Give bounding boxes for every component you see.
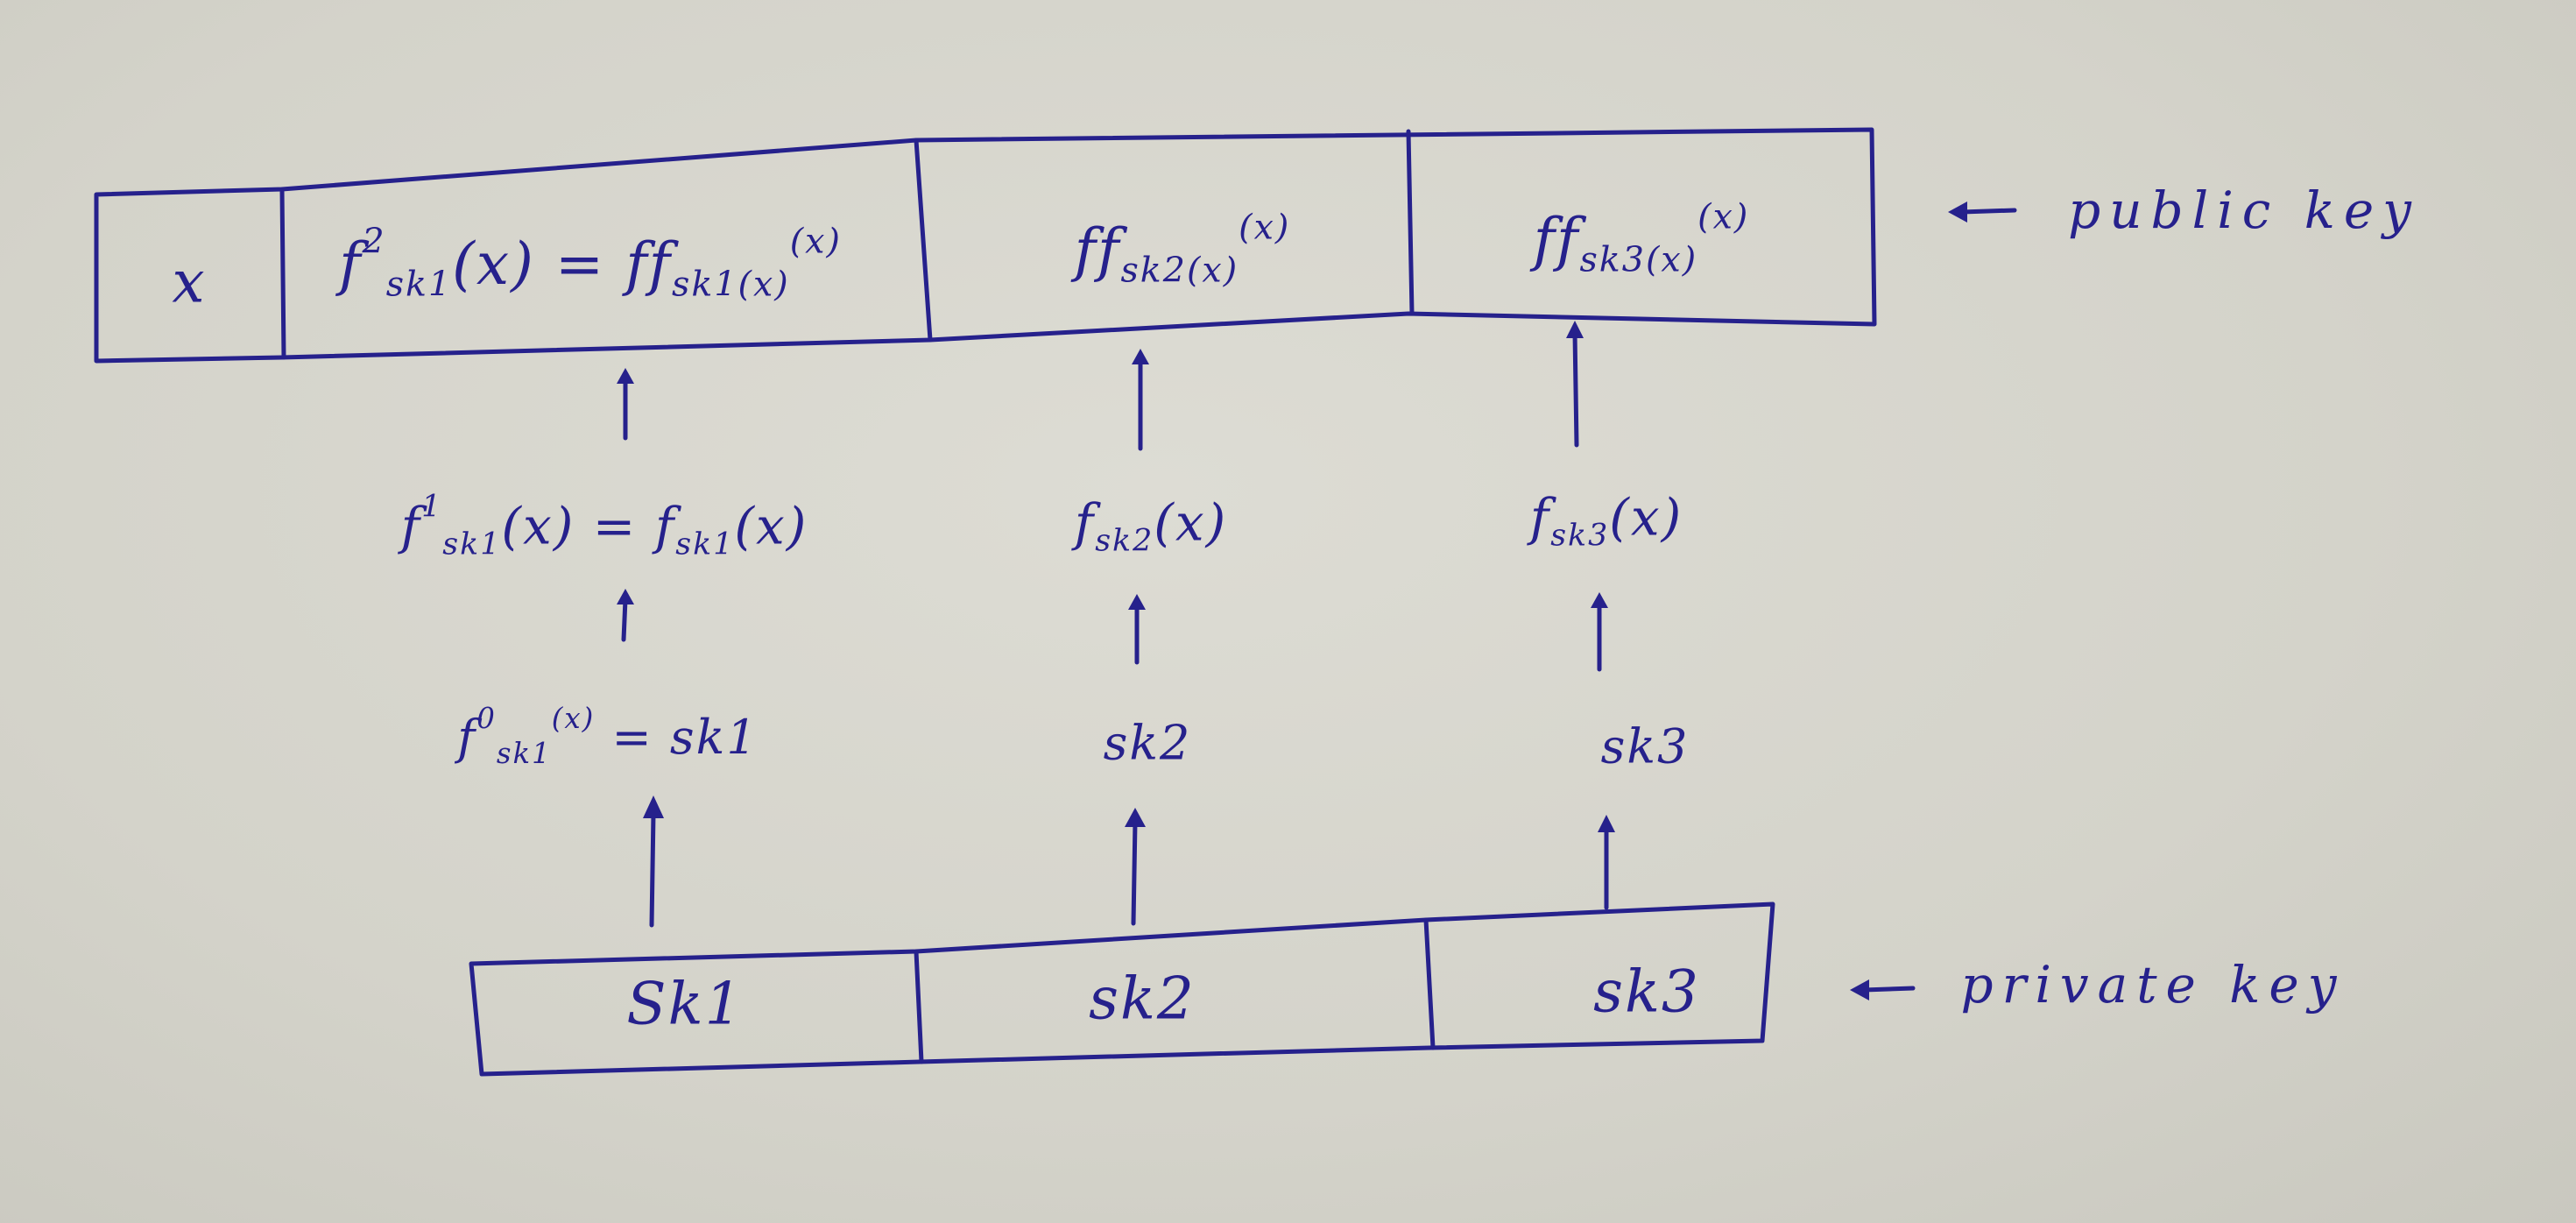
arrow-col2-bottom xyxy=(1125,808,1146,926)
cell1-eq: = xyxy=(554,230,606,298)
mid3-rhs-arg: (x) xyxy=(1609,487,1683,548)
private-key-label-text: private key xyxy=(1960,955,2346,1014)
arrow-col3-top xyxy=(1566,321,1584,448)
private-key-divider-2 xyxy=(1423,917,1436,1050)
arrow-col3-middle xyxy=(1591,592,1608,672)
mid1-lhs-sup: 1 xyxy=(421,489,443,525)
public-key-x-cell: x xyxy=(172,249,206,316)
arrow-col1-middle xyxy=(617,589,634,642)
base2-rhs: sk2 xyxy=(1103,715,1192,771)
arrow-col3-bottom xyxy=(1598,815,1615,910)
base1-eq: = xyxy=(611,709,653,765)
private-cell2-text: sk2 xyxy=(1089,965,1196,1033)
private-key-cell-3: sk3 xyxy=(1593,958,1700,1026)
x-cell-text: x xyxy=(172,248,207,316)
public-key-cell-2: ffsk2(x)(x) xyxy=(1075,207,1291,290)
cell1-lhs-f: f xyxy=(339,230,363,298)
base-level-col2: sk2 xyxy=(1104,716,1192,771)
private-cell1-text: Sk1 xyxy=(626,970,744,1038)
cell3-rhs-arg: (x) xyxy=(1697,196,1750,237)
arrow-col1-top xyxy=(617,368,634,441)
mid1-rhs-f: f xyxy=(654,496,676,556)
cell2-rhs-f: ff xyxy=(1074,216,1121,284)
private-key-cell-2: sk2 xyxy=(1089,965,1196,1033)
public-key-label-text: public key xyxy=(2068,180,2420,240)
private-key-divider-1 xyxy=(914,949,924,1064)
middle-level-col1: f1sk1(x) = fsk1(x) xyxy=(401,489,808,562)
base-level-col3: sk3 xyxy=(1601,719,1690,774)
cell2-rhs-arg: (x) xyxy=(1239,207,1291,248)
private-key-label: private key xyxy=(1960,955,2345,1014)
cell1-rhs-f: ff xyxy=(625,230,673,298)
mid2-rhs-f: f xyxy=(1074,492,1096,553)
mid1-lhs-sub: sk1 xyxy=(442,527,502,562)
public-key-box xyxy=(94,127,1877,364)
public-key-divider-2 xyxy=(1406,129,1415,316)
cell1-rhs-arg: (x) xyxy=(789,221,842,262)
base-level-col1: f0sk1(x) = sk1 xyxy=(457,702,758,770)
mid1-lhs-f: f xyxy=(400,496,422,556)
private-key-cell-1: Sk1 xyxy=(626,971,743,1038)
middle-level-col3: fsk3(x) xyxy=(1530,487,1683,553)
base1-rhs: sk1 xyxy=(669,709,759,765)
cell2-rhs-sub: sk2(x) xyxy=(1120,250,1239,291)
public-key-x-divider xyxy=(279,187,286,360)
mid3-rhs-sub: sk3 xyxy=(1550,518,1610,554)
private-cell3-text: sk3 xyxy=(1593,958,1700,1026)
base1-lhs-sup: 0 xyxy=(476,701,497,735)
cell1-rhs-sub: sk1(x) xyxy=(672,264,790,305)
cell1-lhs-arg: (x) xyxy=(452,230,535,298)
public-key-cell-3: ffsk3(x)(x) xyxy=(1534,196,1750,279)
cell3-rhs-f: ff xyxy=(1533,205,1580,273)
public-key-divider-1 xyxy=(914,138,933,343)
cell1-lhs-sup: 2 xyxy=(362,221,386,262)
private-key-box xyxy=(469,901,1775,1077)
base1-lhs-f: f xyxy=(457,709,477,765)
mid1-lhs-arg: (x) xyxy=(501,496,575,556)
base1-lhs-sub: sk1 xyxy=(496,737,552,771)
mid2-rhs-arg: (x) xyxy=(1154,492,1228,553)
public-key-cell-1: f2sk1(x) = ffsk1(x)(x) xyxy=(339,221,842,304)
public-key-label: public key xyxy=(2068,180,2420,240)
mid1-eq: = xyxy=(592,496,638,556)
public-key-pointer-arrow xyxy=(1948,201,2017,223)
mid1-rhs-sub: sk1 xyxy=(675,527,735,562)
middle-level-col2: fsk2(x) xyxy=(1075,492,1228,558)
cell1-lhs-sub: sk1 xyxy=(385,264,453,305)
arrow-col1-bottom xyxy=(643,795,664,928)
mid1-rhs-arg: (x) xyxy=(734,496,808,556)
mid2-rhs-sub: sk2 xyxy=(1095,523,1154,559)
base3-rhs: sk3 xyxy=(1600,718,1690,774)
arrow-col2-middle xyxy=(1128,594,1146,665)
base1-lhs-arg: (x) xyxy=(551,701,596,735)
mid3-rhs-f: f xyxy=(1529,487,1551,548)
arrow-col2-top xyxy=(1132,349,1149,451)
cell3-rhs-sub: sk3(x) xyxy=(1579,239,1698,280)
private-key-pointer-arrow xyxy=(1850,979,1916,1000)
